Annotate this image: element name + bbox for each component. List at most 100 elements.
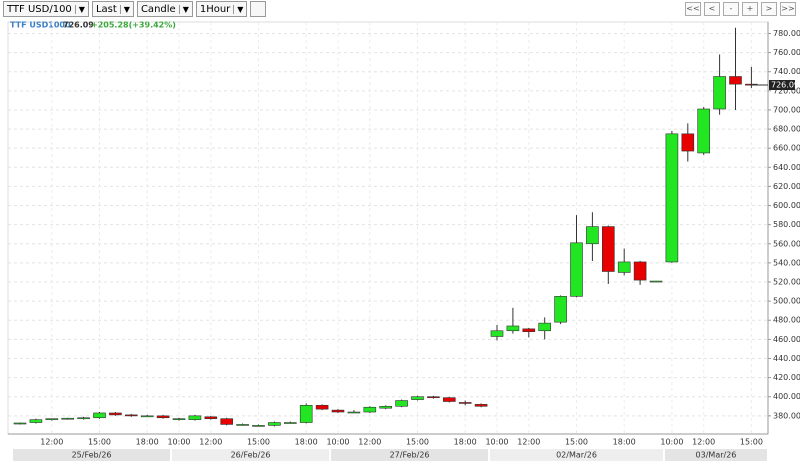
- candle-body: [283, 422, 297, 424]
- nav-button[interactable]: -: [723, 2, 739, 16]
- y-tick-label: 700.00: [773, 105, 800, 114]
- nav: << < - + > >>: [682, 2, 796, 16]
- y-tick-label: 400.00: [773, 392, 800, 401]
- candle-body: [522, 328, 536, 333]
- plot-frame: [7, 21, 769, 435]
- y-tick-label: 720.00: [773, 86, 800, 95]
- candle-body: [506, 325, 520, 332]
- candle-body: [411, 396, 424, 400]
- y-tick-label: 760.00: [773, 48, 800, 57]
- candle-body: [697, 108, 711, 154]
- y-tick-label: 740.00: [773, 67, 800, 76]
- style-select[interactable]: Candle ▼: [136, 1, 193, 17]
- change: +205.28(+39.42%): [91, 21, 176, 30]
- price-type-select[interactable]: Last ▼: [91, 1, 134, 17]
- y-tick-label: 620.00: [773, 182, 800, 191]
- x-tick-label: 12:00: [199, 438, 222, 447]
- candle-body: [140, 415, 154, 418]
- candle-body: [77, 417, 90, 420]
- y-tick-label: 520.00: [773, 278, 800, 287]
- x-tick-label: 12:00: [692, 438, 715, 447]
- y-tick-label: 420.00: [773, 373, 800, 382]
- candle-body: [299, 405, 313, 423]
- date-band: [664, 449, 767, 461]
- candle-body: [13, 422, 27, 425]
- x-tick-label: 18:00: [613, 438, 636, 447]
- candle-body: [713, 76, 726, 110]
- date-band: [13, 449, 171, 461]
- candle-body: [109, 412, 122, 416]
- candle-body: [315, 405, 329, 410]
- y-tick-label: 460.00: [773, 335, 800, 344]
- candle-body: [188, 415, 202, 420]
- last-price-label: 726.09: [771, 81, 799, 90]
- y-tick-label: 440.00: [773, 354, 800, 363]
- candle-body: [538, 322, 552, 332]
- date-label: 02/Mar/26: [556, 451, 597, 460]
- candle-body: [427, 396, 440, 399]
- candle-body: [570, 242, 583, 297]
- candle-body: [442, 397, 456, 402]
- date-label: 27/Feb/26: [390, 451, 430, 460]
- candle-body: [554, 296, 567, 323]
- nav-button[interactable]: <: [704, 2, 720, 16]
- candle-body: [268, 422, 281, 426]
- candle-body: [29, 419, 43, 423]
- date-label: 03/Mar/26: [696, 451, 737, 460]
- date-band: [172, 449, 330, 461]
- y-tick-label: 380.00: [773, 411, 800, 420]
- y-tick-label: 580.00: [773, 220, 800, 229]
- candle-body: [395, 400, 408, 407]
- candle-body: [490, 330, 504, 337]
- candle-body: [586, 226, 599, 245]
- y-tick-label: 680.00: [773, 125, 800, 134]
- toolbar: TTF USD/100 ▼ Last ▼ Candle ▼ 1Hour ▼ << < - + >…: [0, 0, 800, 18]
- y-tick-label: 660.00: [773, 144, 800, 153]
- last-price-tag: [769, 80, 795, 91]
- candle-body: [379, 405, 393, 409]
- x-tick-label: 15:00: [406, 438, 429, 447]
- candle-body: [474, 404, 488, 407]
- symbol-select[interactable]: TTF USD/100 ▼: [3, 1, 89, 17]
- nav-button[interactable]: >>: [780, 2, 796, 16]
- x-tick-label: 18:00: [454, 438, 477, 447]
- chart-style: Candle: [140, 3, 176, 15]
- x-tick-label: 15:00: [740, 438, 763, 447]
- candle-body: [347, 411, 361, 414]
- candle-body: [331, 409, 345, 413]
- price-type: Last: [95, 3, 117, 15]
- x-tick-label: 18:00: [136, 438, 159, 447]
- candle-body: [665, 133, 679, 263]
- date-label: 26/Feb/26: [231, 451, 271, 460]
- y-tick-label: 600.00: [773, 201, 800, 210]
- nav-button[interactable]: >: [761, 2, 777, 16]
- instrument: TTF USD1000: [10, 21, 71, 30]
- settings-button[interactable]: [250, 1, 267, 17]
- candle-body: [649, 280, 663, 283]
- candle-body: [681, 133, 695, 152]
- y-tick-label: 560.00: [773, 239, 800, 248]
- x-tick-label: 15:00: [565, 438, 588, 447]
- interval-select[interactable]: 1Hour ▼: [195, 1, 248, 17]
- y-tick-label: 640.00: [773, 163, 800, 172]
- nav-button[interactable]: <<: [685, 2, 701, 16]
- x-tick-label: 10:00: [660, 438, 683, 447]
- x-tick-label: 18:00: [295, 438, 318, 447]
- x-tick-label: 12:00: [517, 438, 540, 447]
- candle-body: [363, 406, 377, 413]
- x-tick-label: 15:00: [88, 438, 111, 447]
- x-tick-label: 12:00: [358, 438, 381, 447]
- candle-body: [125, 414, 138, 417]
- date-band: [490, 449, 663, 461]
- candle-body: [458, 402, 472, 404]
- nav-button[interactable]: +: [742, 2, 758, 16]
- candle-body: [93, 412, 106, 419]
- x-tick-label: 10:00: [485, 438, 508, 447]
- x-tick-label: 12:00: [40, 438, 63, 447]
- candle-body: [729, 76, 742, 85]
- x-tick-label: 10:00: [167, 438, 190, 447]
- x-tick-label: 15:00: [247, 438, 270, 447]
- y-tick-label: 500.00: [773, 297, 800, 306]
